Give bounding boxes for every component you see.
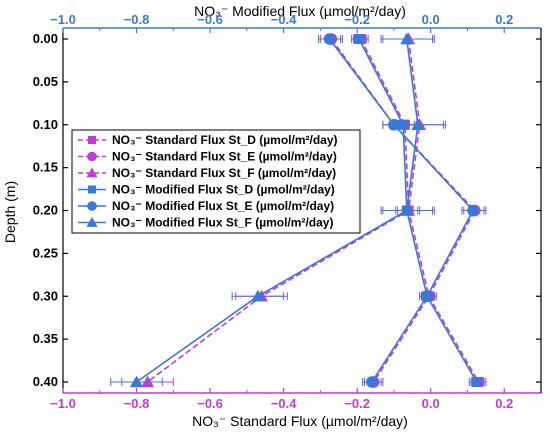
data-point xyxy=(421,290,433,303)
legend-entry: NO₃⁻ Modified Flux St_F (µmol/m²/day) xyxy=(112,216,333,230)
y-tick-label: 0.25 xyxy=(33,245,58,260)
legend-marker xyxy=(86,217,98,227)
y-tick-label: 0.30 xyxy=(33,288,58,303)
plot-area: −1.0 −0.8 −0.6 −0.4 −0.2 0.0 0.2 −1.0 −0.8 −0.6 −0… xyxy=(33,12,542,411)
bottom-tick-label: −0.4 xyxy=(271,396,297,411)
y-tick-label: 0.10 xyxy=(33,117,58,132)
data-point xyxy=(366,376,378,388)
data-point xyxy=(323,33,336,45)
y-tick-label: 0.40 xyxy=(33,374,58,389)
series-line xyxy=(330,38,476,383)
y-tick-label: 0.20 xyxy=(33,203,58,218)
legend-entry: NO₃⁻ Standard Flux St_D (µmol/m²/day) xyxy=(112,133,338,147)
top-tick-label: 0.2 xyxy=(495,12,513,27)
y-tick-label: 0.00 xyxy=(33,31,58,46)
bottom-tick-label: −1.0 xyxy=(50,396,76,411)
legend-entry: NO₃⁻ Modified Flux St_D (µmol/m²/day) xyxy=(112,183,335,197)
top-tick-label: −1.0 xyxy=(50,12,76,27)
data-point xyxy=(141,375,155,388)
bottom-axis-title: NO₃⁻ Standard Flux (µmol/m²/day) xyxy=(192,413,408,429)
legend-marker xyxy=(87,201,97,211)
y-tick-label: 0.15 xyxy=(33,160,58,175)
y-axis-title: Depth (m) xyxy=(2,181,18,243)
top-tick-label: −0.4 xyxy=(271,12,297,27)
legend-marker xyxy=(88,136,96,144)
legend-marker xyxy=(87,151,97,162)
data-point xyxy=(411,118,425,130)
series-6 xyxy=(110,32,445,388)
data-point xyxy=(353,34,364,44)
top-tick-label: −0.2 xyxy=(344,12,370,27)
legend-entry: NO₃⁻ Standard Flux St_E (µmol/m²/day) xyxy=(112,150,337,164)
legend-marker xyxy=(88,185,96,194)
bottom-tick-label: −0.6 xyxy=(197,396,223,411)
top-tick-label: 0.0 xyxy=(422,12,440,27)
data-point xyxy=(251,289,265,302)
top-axis-title: NO₃⁻ Modified Flux (µmol/m²/day) xyxy=(194,3,406,19)
bottom-tick-label: −0.8 xyxy=(124,396,150,411)
legend-entry: NO₃⁻ Standard Flux St_F (µmol/m²/day) xyxy=(112,166,336,180)
legend-entry: NO₃⁻ Modified Flux St_E (µmol/m²/day) xyxy=(112,199,334,213)
data-point xyxy=(467,204,479,217)
data-point xyxy=(130,375,144,388)
legend-box xyxy=(71,129,361,234)
series-5 xyxy=(318,33,485,388)
legend-marker xyxy=(86,167,98,178)
top-tick-label: −0.6 xyxy=(197,12,223,27)
data-point xyxy=(400,32,414,45)
top-tick-label: −0.8 xyxy=(124,12,150,27)
data-point xyxy=(471,377,482,387)
bottom-tick-label: −0.2 xyxy=(344,396,370,411)
legend: NO₃⁻ Standard Flux St_D (µmol/m²/day) NO₃… xyxy=(71,129,361,234)
y-tick-label: 0.05 xyxy=(33,74,58,89)
y-tick-label: 0.35 xyxy=(33,331,58,346)
bottom-tick-label: 0.0 xyxy=(422,396,440,411)
data-point xyxy=(400,204,414,216)
bottom-tick-label: 0.2 xyxy=(495,396,513,411)
